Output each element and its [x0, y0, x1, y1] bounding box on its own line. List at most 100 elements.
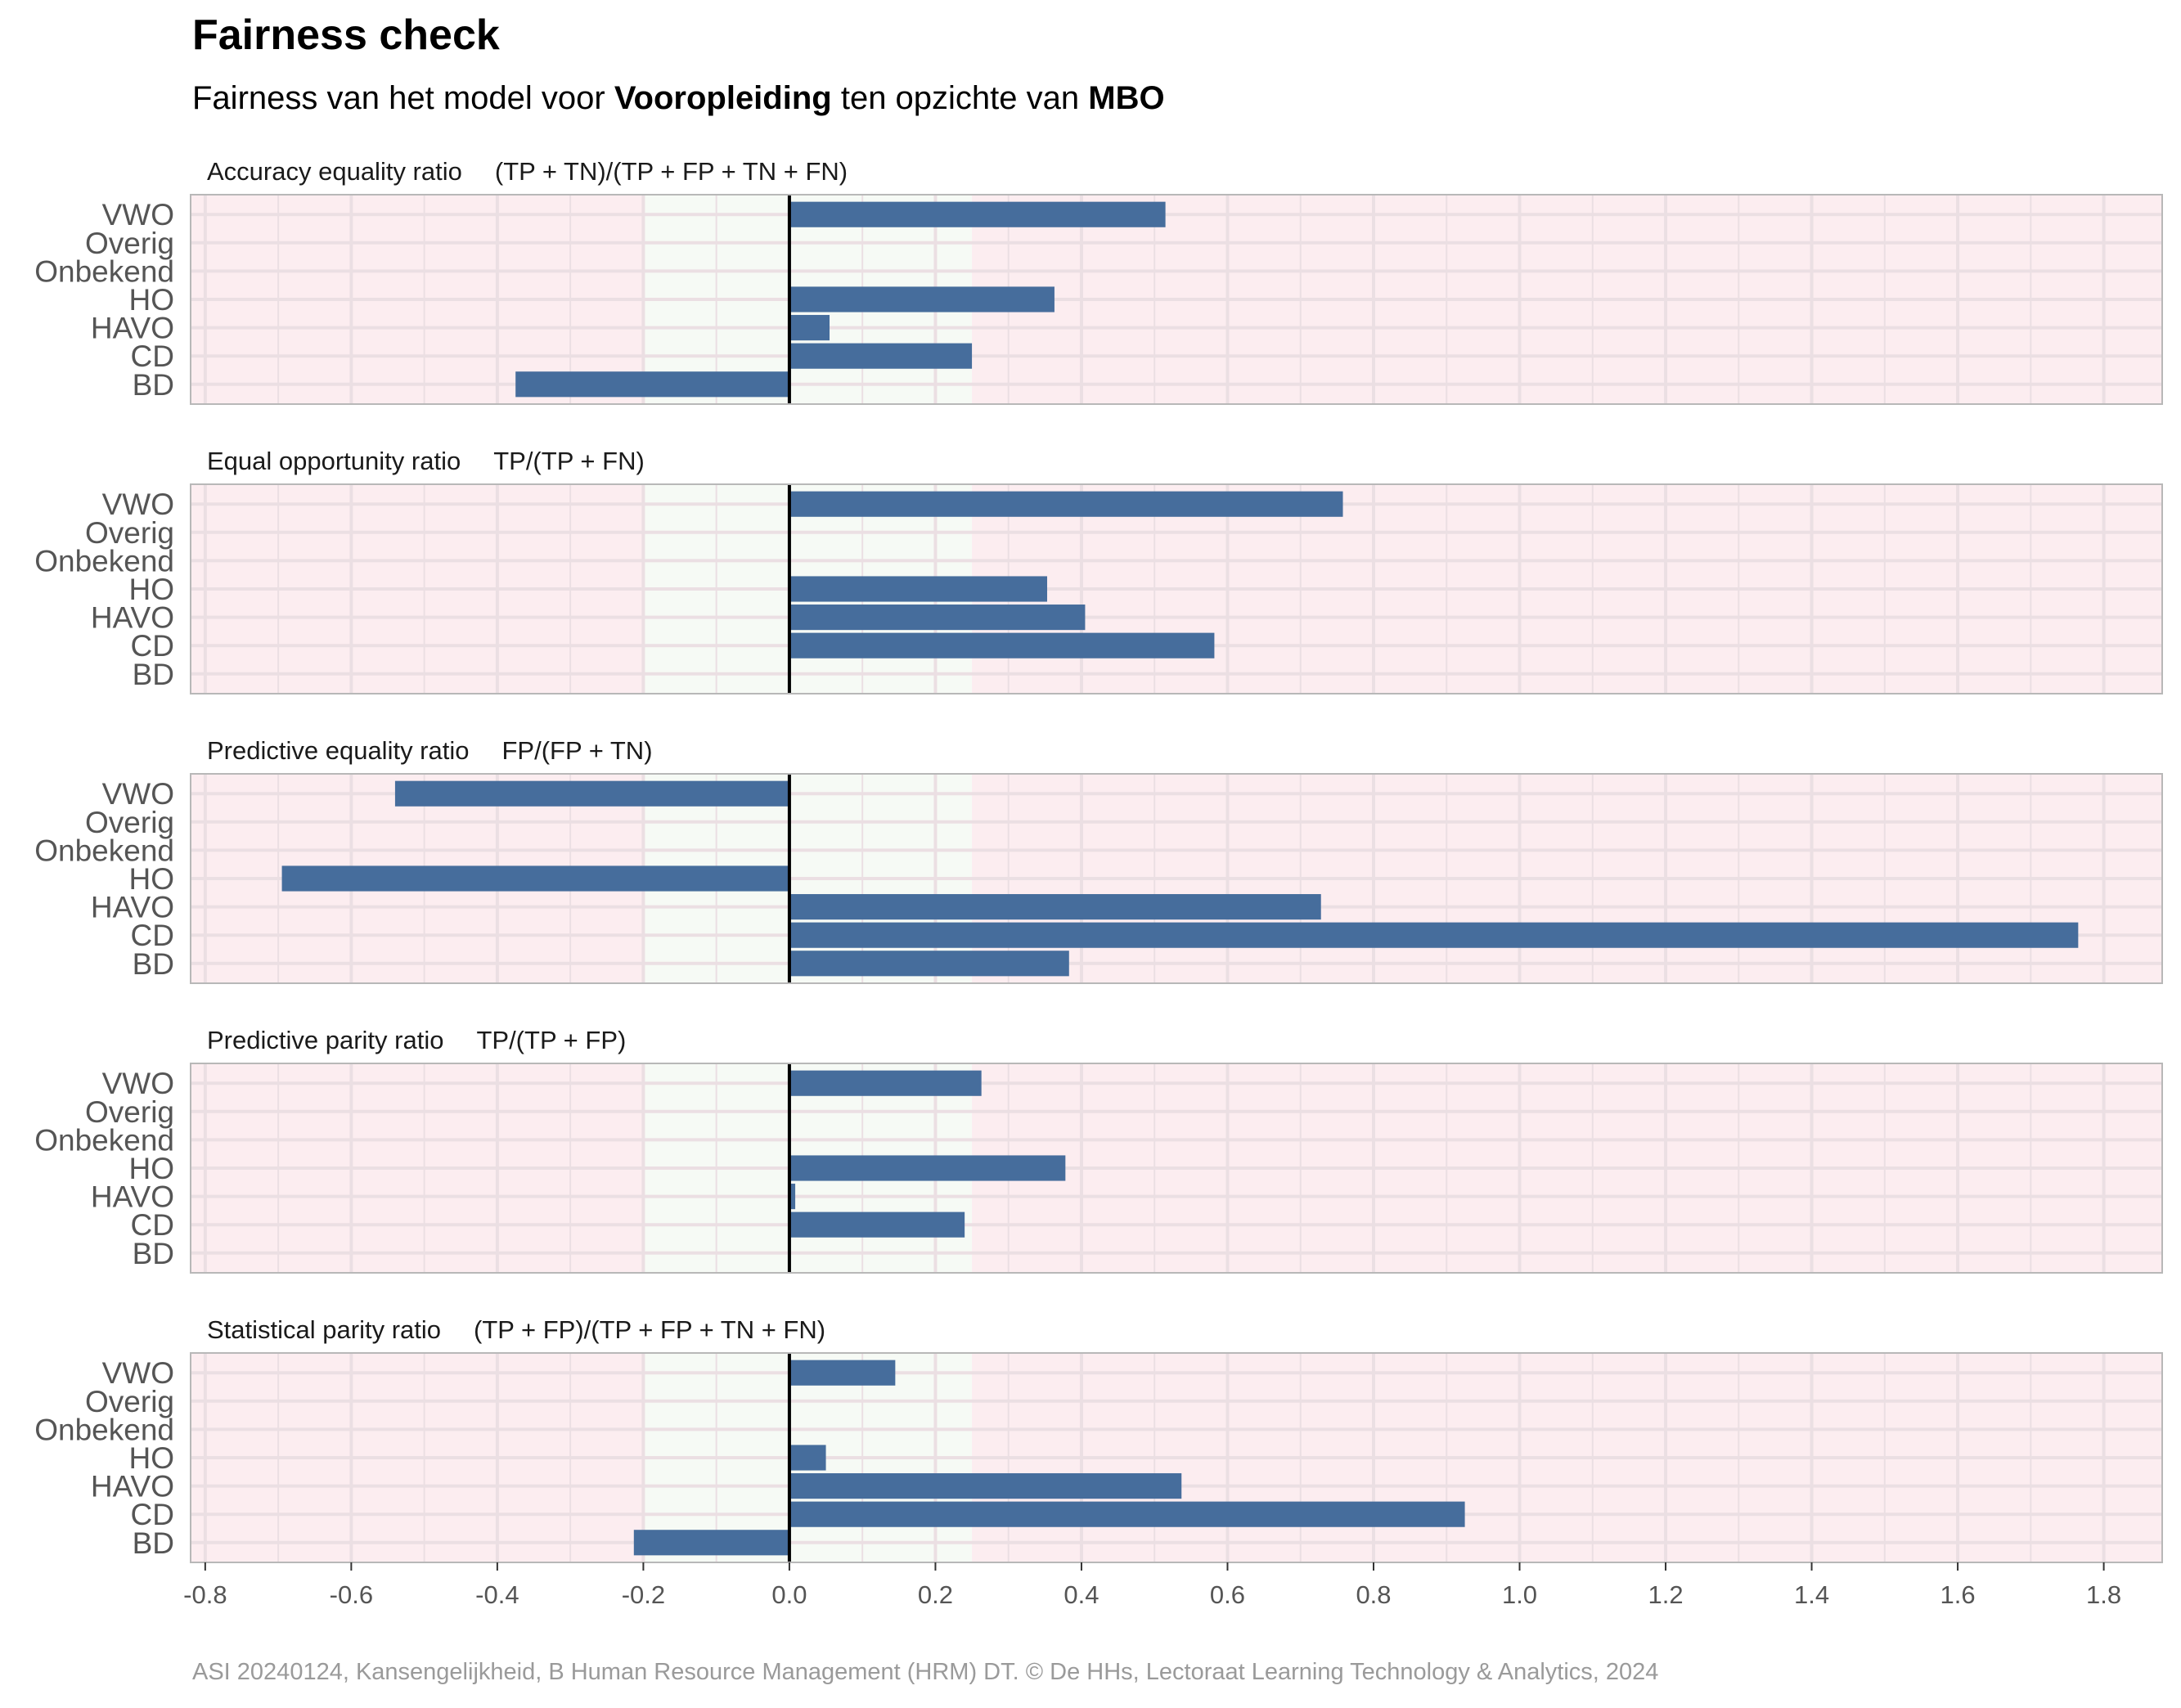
category-label: BD [133, 658, 174, 691]
category-label: BD [133, 1526, 174, 1560]
category-label: CD [131, 1208, 174, 1242]
panel-metric-name: Equal opportunity ratio [207, 447, 461, 475]
x-axis: -0.8 -0.6 -0.4 -0.2 0.0 0.2 0.4 0.6 0.8 1.0 1.2 1.4… [183, 1562, 2121, 1609]
panel-formula: TP/(TP + FP) [476, 1026, 626, 1054]
panel-title: Equal opportunity ratio TP/(TP + FN) [207, 447, 645, 475]
category-label: Overig [85, 227, 174, 260]
bar-bd [633, 1530, 789, 1556]
subtitle-part-3: MBO [1088, 80, 1164, 116]
panel-formula: (TP + FP)/(TP + FP + TN + FN) [474, 1315, 825, 1344]
panel-formula: TP/(TP + FN) [493, 447, 645, 475]
category-label: VWO [102, 777, 174, 811]
bar-vwo [789, 491, 1343, 517]
category-label: Onbekend [34, 1123, 174, 1157]
category-label: BD [133, 1237, 174, 1270]
category-label: CD [131, 339, 174, 373]
panel-statistical-parity-ratio: Statistical parity ratio (TP + FP)/(TP + … [34, 1315, 2163, 1563]
x-tick-label: 1.8 [2086, 1580, 2121, 1609]
category-label: HAVO [91, 1180, 174, 1214]
panel-metric-name: Predictive equality ratio [207, 736, 470, 765]
bar-vwo [789, 1360, 896, 1386]
category-label: Overig [85, 1385, 174, 1418]
category-label: CD [131, 1498, 174, 1531]
panel-border [190, 1352, 2163, 1563]
x-tick-label: -0.4 [475, 1580, 519, 1609]
bar-cd [789, 922, 2079, 948]
panel-title: Statistical parity ratio (TP + FP)/(TP + … [207, 1315, 825, 1344]
panel-metric-name: Accuracy equality ratio [207, 157, 462, 186]
x-tick-label: 0.8 [1356, 1580, 1391, 1609]
panel-metric-name: Predictive parity ratio [207, 1026, 443, 1054]
panel-equal-opportunity-ratio: Equal opportunity ratio TP/(TP + FN) VWOOv… [34, 447, 2163, 694]
category-label: HO [129, 573, 175, 606]
subtitle-part-0: Fairness van het model voor [192, 80, 614, 116]
category-label: HAVO [91, 601, 174, 635]
panels: Accuracy equality ratio (TP + TN)/(TP + F… [34, 157, 2163, 1563]
category-label: HO [129, 862, 175, 896]
bar-bd [515, 371, 789, 398]
category-label: Onbekend [34, 544, 174, 578]
chart-caption: ASI 20240124, Kansengelijkheid, B Human … [192, 1659, 1658, 1685]
category-label: Overig [85, 1095, 174, 1129]
x-tick-label: 1.2 [1648, 1580, 1683, 1609]
category-label: Onbekend [34, 1413, 174, 1446]
x-tick-label: -0.6 [330, 1580, 373, 1609]
subtitle-part-1: Vooropleiding [614, 80, 832, 116]
category-label: HO [129, 283, 175, 317]
panel-border [190, 773, 2163, 984]
bar-vwo [789, 1070, 982, 1096]
x-tick-label: 1.0 [1502, 1580, 1537, 1609]
category-label: CD [131, 629, 174, 663]
panel-predictive-parity-ratio: Predictive parity ratio TP/(TP + FP) VWOOv… [34, 1026, 2163, 1274]
category-label: HO [129, 1441, 175, 1475]
chart-subtitle: Fairness van het model voor Vooropleidin… [192, 80, 1165, 116]
chart-title: Fairness check [192, 11, 500, 59]
bar-cd [789, 1211, 965, 1238]
panel-predictive-equality-ratio: Predictive equality ratio FP/(FP + TN) VWO… [34, 736, 2163, 984]
bar-vwo [789, 201, 1166, 227]
subtitle-part-2: ten opzichte van [832, 80, 1089, 116]
x-tick-label: 1.6 [1940, 1580, 1976, 1609]
bar-cd [789, 632, 1215, 658]
category-label: CD [131, 919, 174, 952]
bar-ho [789, 1155, 1066, 1181]
bar-havo [789, 1473, 1182, 1499]
bar-havo [789, 605, 1086, 631]
panel-title: Predictive parity ratio TP/(TP + FP) [207, 1026, 626, 1054]
panel-formula: (TP + TN)/(TP + FP + TN + FN) [495, 157, 848, 186]
category-label: BD [133, 368, 174, 402]
category-label: HAVO [91, 891, 174, 924]
x-tick-label: 0.6 [1210, 1580, 1245, 1609]
panel-accuracy-equality-ratio: Accuracy equality ratio (TP + TN)/(TP + F… [34, 157, 2163, 405]
panel-border [190, 194, 2163, 405]
category-label: HAVO [91, 312, 174, 345]
category-label: Onbekend [34, 254, 174, 288]
x-tick-label: -0.2 [622, 1580, 665, 1609]
bar-cd [789, 1501, 1465, 1527]
panel-title: Accuracy equality ratio (TP + TN)/(TP + F… [207, 157, 848, 186]
category-label: VWO [102, 488, 174, 521]
x-tick-label: 0.0 [771, 1580, 807, 1609]
bar-ho [789, 1445, 826, 1471]
bar-ho [789, 286, 1055, 312]
category-label: BD [133, 947, 174, 981]
x-tick-label: 0.4 [1064, 1580, 1099, 1609]
panel-formula: FP/(FP + TN) [502, 736, 653, 765]
bar-bd [789, 951, 1069, 977]
bar-vwo [394, 780, 789, 807]
bar-havo [789, 894, 1321, 920]
panel-border [190, 483, 2163, 694]
panel-title: Predictive equality ratio FP/(FP + TN) [207, 736, 653, 765]
x-tick-label: 0.2 [918, 1580, 953, 1609]
x-tick-label: 1.4 [1794, 1580, 1829, 1609]
category-label: HAVO [91, 1470, 174, 1503]
bar-ho [281, 865, 789, 892]
category-label: Overig [85, 516, 174, 550]
bar-ho [789, 576, 1048, 602]
category-label: Onbekend [34, 834, 174, 867]
x-tick-label: -0.8 [183, 1580, 227, 1609]
category-label: VWO [102, 198, 174, 231]
panel-border [190, 1063, 2163, 1274]
bar-cd [789, 343, 973, 369]
